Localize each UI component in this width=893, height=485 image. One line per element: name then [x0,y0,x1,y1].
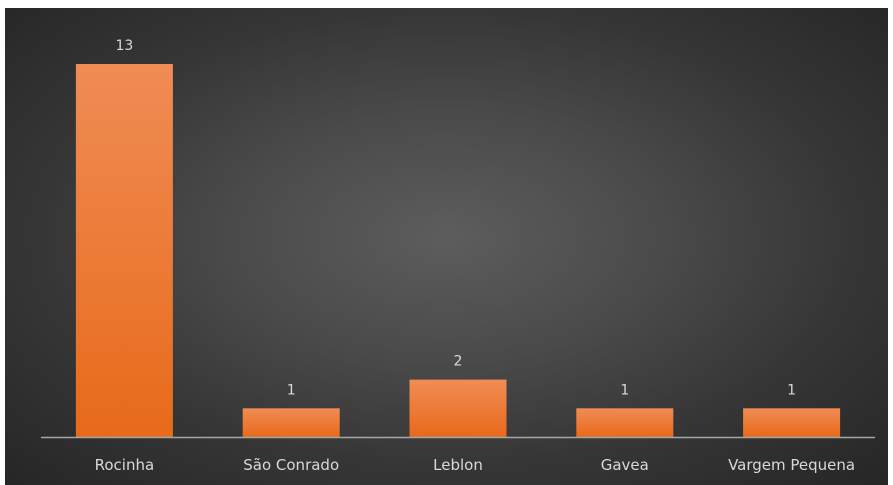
bar-0 [75,64,173,437]
x-tick-label-2: Leblon [433,456,483,474]
bar-1 [242,408,340,437]
x-tick-label-0: Rocinha [95,456,155,474]
bar-2 [409,379,507,437]
chart-area: 13 1 2 1 1 Rocinha São Conrado Leblon Gavea Varg… [5,8,888,485]
x-tick-label-4: Vargem Pequena [728,456,855,474]
bar-chart: 13 1 2 1 1 Rocinha São Conrado Leblon Gavea Varg… [41,38,875,474]
data-label-0: 13 [115,38,133,54]
bar-3 [576,408,674,437]
bars-group [75,64,841,437]
data-labels-group: 13 1 2 1 1 [115,38,796,398]
data-label-4: 1 [787,382,796,398]
data-label-3: 1 [620,382,629,398]
bar-4 [743,408,841,437]
data-label-1: 1 [287,382,296,398]
x-tick-label-1: São Conrado [243,456,339,474]
x-tick-label-3: Gavea [601,456,649,474]
data-label-2: 2 [454,354,463,370]
x-axis-tick-labels: Rocinha São Conrado Leblon Gavea Vargem Pequ… [95,456,855,474]
